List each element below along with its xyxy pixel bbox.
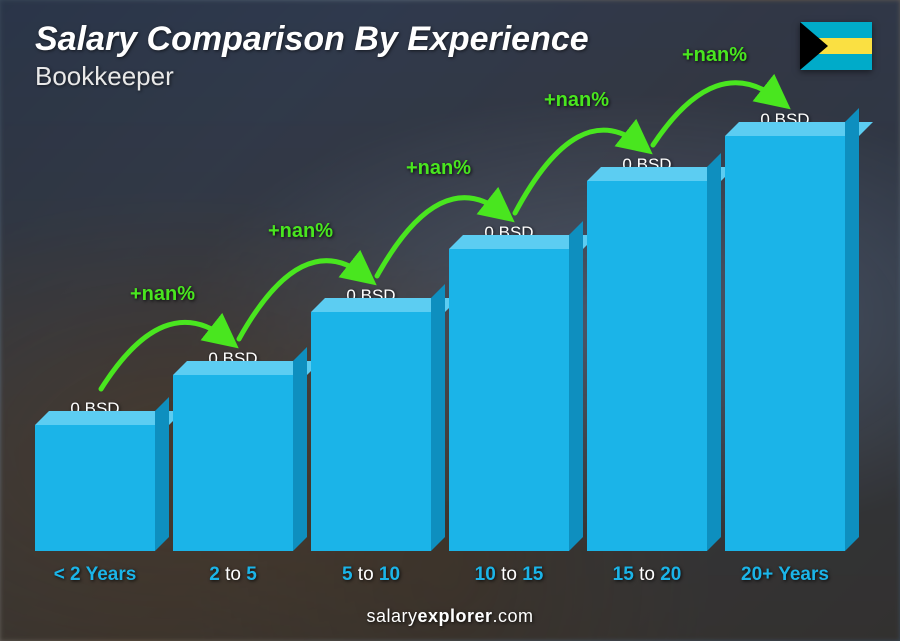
bar-column: 0 BSD bbox=[587, 100, 707, 551]
bar-front bbox=[173, 375, 293, 551]
x-axis-label: 15 to 20 bbox=[587, 564, 707, 586]
bar bbox=[725, 136, 845, 551]
growth-arrow-label: +nan% bbox=[130, 283, 195, 306]
x-axis-label: < 2 Years bbox=[35, 564, 155, 586]
x-axis: < 2 Years 2 to 5 5 to 10 10 to 15 15 to 20 20… bbox=[35, 564, 845, 586]
x-axis-label: 10 to 15 bbox=[449, 564, 569, 586]
chart-subtitle: Bookkeeper bbox=[35, 61, 589, 92]
bahamas-flag-icon bbox=[800, 22, 872, 70]
bar-side-face bbox=[155, 397, 169, 551]
chart-title: Salary Comparison By Experience bbox=[35, 20, 589, 59]
growth-arrow-label: +nan% bbox=[682, 44, 747, 67]
bar bbox=[173, 375, 293, 551]
bar-front bbox=[449, 249, 569, 551]
bar-side-face bbox=[431, 284, 445, 551]
country-flag bbox=[800, 22, 872, 70]
brand-suffix: .com bbox=[493, 606, 534, 626]
growth-arrow-label: +nan% bbox=[544, 89, 609, 112]
growth-arrow-label: +nan% bbox=[406, 157, 471, 180]
bar bbox=[311, 312, 431, 551]
bar-column: 0 BSD bbox=[725, 100, 845, 551]
x-axis-label: 5 to 10 bbox=[311, 564, 431, 586]
footer-brand: salaryexplorer.com bbox=[0, 606, 900, 627]
bar-front bbox=[725, 136, 845, 551]
bar-side-face bbox=[293, 347, 307, 551]
x-axis-label: 2 to 5 bbox=[173, 564, 293, 586]
bar-side-face bbox=[569, 221, 583, 551]
bar-side-face bbox=[707, 153, 721, 551]
bar-side-face bbox=[845, 108, 859, 551]
bar bbox=[449, 249, 569, 551]
x-axis-label: 20+ Years bbox=[725, 564, 845, 586]
bar-front bbox=[587, 181, 707, 551]
brand-part-2: explorer bbox=[417, 606, 492, 626]
bar-column: 0 BSD bbox=[173, 100, 293, 551]
bar-front bbox=[311, 312, 431, 551]
bar-chart: 0 BSD0 BSD0 BSD0 BSD0 BSD0 BSD +nan%+nan… bbox=[35, 100, 845, 551]
growth-arrow-label: +nan% bbox=[268, 220, 333, 243]
brand-part-1: salary bbox=[366, 606, 417, 626]
bar bbox=[35, 425, 155, 551]
bar-column: 0 BSD bbox=[35, 100, 155, 551]
bar-front bbox=[35, 425, 155, 551]
bar bbox=[587, 181, 707, 551]
header: Salary Comparison By Experience Bookkeep… bbox=[35, 20, 589, 92]
